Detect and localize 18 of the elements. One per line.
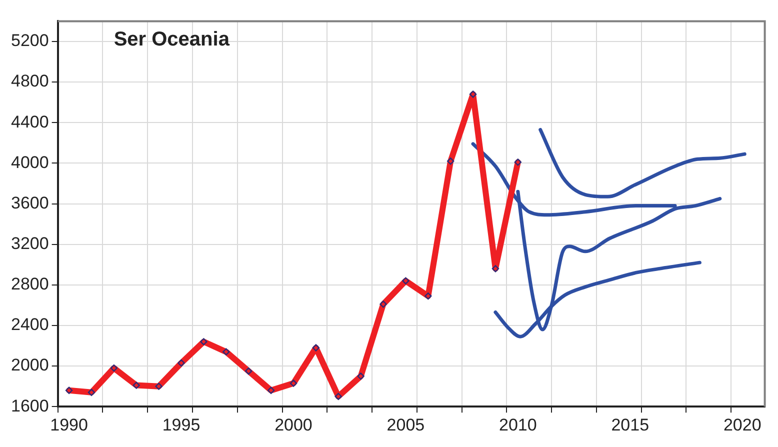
- y-tick-label: 3600: [10, 193, 49, 212]
- y-tick-label: 1600: [10, 396, 49, 416]
- x-tick-label: 2000: [274, 415, 312, 434]
- y-tick-label: 5200: [10, 31, 49, 50]
- y-tick-label: 4000: [10, 152, 49, 172]
- chart-title: Ser Oceania: [114, 28, 230, 51]
- x-tick-label: 2010: [499, 415, 537, 434]
- y-tick-label: 3200: [10, 234, 49, 254]
- y-tick-label: 2800: [10, 274, 49, 294]
- x-tick-label: 2015: [611, 415, 650, 434]
- x-tick-label: 2005: [386, 415, 425, 434]
- x-tick-label: 1990: [50, 415, 88, 434]
- y-tick-label: 4800: [10, 72, 49, 91]
- y-tick-label: 4400: [10, 112, 49, 132]
- x-tick-label: 1995: [162, 415, 200, 434]
- y-tick-label: 2000: [10, 356, 49, 375]
- x-tick-label: 2020: [723, 415, 762, 434]
- y-tick-label: 2400: [10, 315, 49, 334]
